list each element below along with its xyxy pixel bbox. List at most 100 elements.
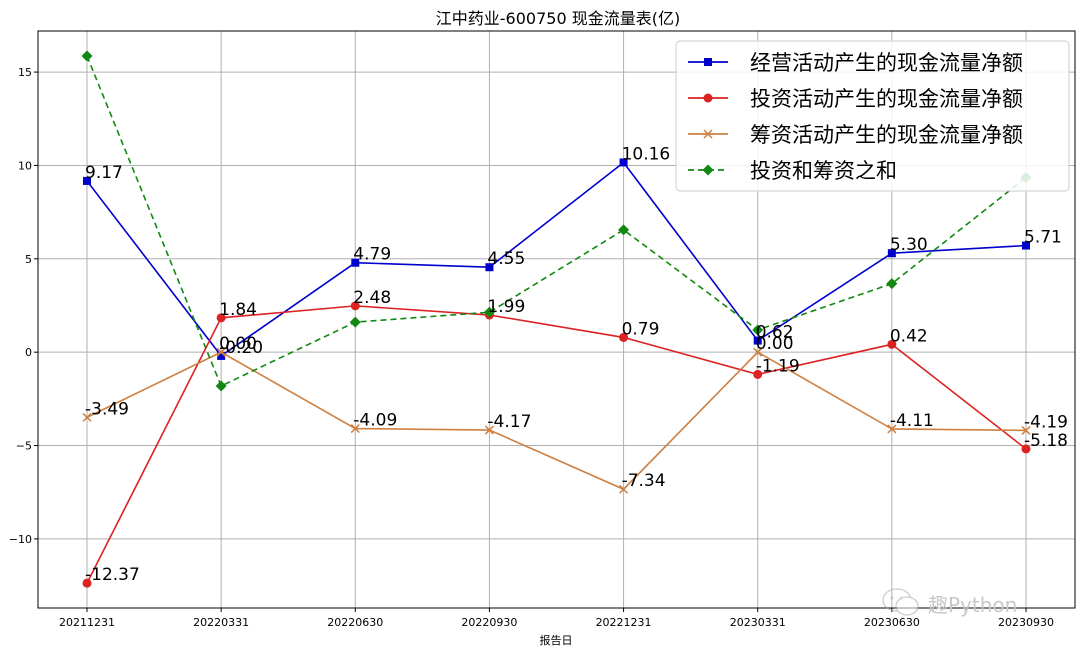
legend-item-1: 投资活动产生的现金流量净额 <box>688 87 1023 111</box>
series-0-point <box>83 176 91 185</box>
wechat-icon <box>882 588 919 616</box>
data-label: 0.00 <box>219 334 257 354</box>
data-label: -3.49 <box>85 399 129 419</box>
watermark: 趣Python <box>882 588 1017 617</box>
series-line-1 <box>86 305 1027 584</box>
series-1 <box>82 301 1031 588</box>
y-tick-label: −10 <box>9 533 32 546</box>
legend-item-2: 筹资活动产生的现金流量净额 <box>688 123 1023 147</box>
series-1-point <box>216 313 226 323</box>
series-2 <box>82 347 1031 494</box>
series-2-point <box>753 347 763 357</box>
series-3-point <box>215 380 227 392</box>
series-3-point <box>752 324 764 336</box>
series-3-point <box>618 224 630 236</box>
legend-marker <box>704 58 712 66</box>
legend-marker <box>703 129 713 139</box>
legend-box <box>675 40 1070 192</box>
data-label: 5.71 <box>1024 228 1062 248</box>
series-3-point <box>483 306 495 318</box>
series-2-point <box>484 425 494 435</box>
x-tick-label: 20211231 <box>59 616 115 629</box>
legend-marker <box>702 164 714 176</box>
data-label: -4.09 <box>353 411 397 431</box>
data-labels-layer: 9.17 -0.20 4.79 4.55 10.16 0.62 5.30 5.71 -12.37… <box>85 144 1068 585</box>
series-3-point <box>81 50 93 62</box>
x-tick-label: 20230331 <box>730 616 786 629</box>
legend-item-3: 投资和筹资之和 <box>688 159 897 183</box>
data-label: 5.30 <box>890 235 928 255</box>
series-line-2 <box>86 351 1027 491</box>
series-3-point <box>886 278 898 290</box>
data-label: 1.99 <box>487 297 525 317</box>
data-label: 4.55 <box>487 249 525 269</box>
series-2-point <box>619 484 629 494</box>
data-label: 4.79 <box>353 245 391 265</box>
data-label: 0.79 <box>622 319 660 339</box>
series-0-point <box>485 263 494 272</box>
data-label: 2.48 <box>353 288 391 308</box>
x-axis-ticks: 20211231 20220331 20220630 20220930 20221231… <box>59 608 1054 629</box>
series-2-point <box>82 412 92 422</box>
legend-label: 筹资活动产生的现金流量净额 <box>750 123 1023 147</box>
series-3-point <box>349 316 361 328</box>
x-tick-label: 20220331 <box>193 616 249 629</box>
data-label: -12.37 <box>85 565 140 585</box>
series-0-point <box>619 158 628 167</box>
series-0-point <box>351 258 360 267</box>
series-layer <box>81 50 1032 588</box>
data-label: 0.42 <box>890 326 928 346</box>
series-2-point <box>216 347 226 357</box>
x-tick-label: 20230930 <box>998 616 1054 629</box>
series-1-point <box>350 301 360 311</box>
legend-marker <box>703 93 713 103</box>
series-2-point <box>887 424 897 434</box>
chart-title: 江中药业-600750 现金流量表(亿) <box>436 9 680 28</box>
data-label: -4.17 <box>487 412 531 432</box>
data-label: 9.17 <box>85 163 123 183</box>
series-1-point <box>619 332 629 342</box>
x-tick-label: 20220930 <box>461 616 517 629</box>
series-1-point <box>1021 444 1031 454</box>
legend-label: 经营活动产生的现金流量净额 <box>750 51 1023 75</box>
series-0 <box>83 158 1030 360</box>
x-tick-label: 20221231 <box>596 616 652 629</box>
data-label: -5.18 <box>1024 431 1068 451</box>
data-label: -0.20 <box>219 338 263 358</box>
x-axis-label: 报告日 <box>540 633 573 647</box>
series-0-point <box>217 351 226 360</box>
series-0-point <box>753 336 762 345</box>
data-label: -4.11 <box>890 411 934 431</box>
watermark-text: 趣Python <box>928 593 1017 617</box>
data-label: 0.62 <box>756 323 794 343</box>
series-line-0 <box>86 161 1027 358</box>
data-label: 0.00 <box>756 334 794 354</box>
y-tick-label: −5 <box>16 440 32 453</box>
x-tick-label: 20220630 <box>327 616 383 629</box>
series-3 <box>81 50 1032 392</box>
y-tick-label: 10 <box>18 159 32 172</box>
x-tick-label: 20230630 <box>864 616 920 629</box>
plot-frame <box>37 30 1076 609</box>
legend-label: 投资和筹资之和 <box>750 159 897 183</box>
data-label: 1.84 <box>219 300 257 320</box>
series-2-point <box>350 424 360 434</box>
y-tick-label: 0 <box>25 346 32 359</box>
data-label: -7.34 <box>622 471 666 491</box>
data-label: -4.19 <box>1024 412 1068 432</box>
series-0-point <box>887 249 896 258</box>
data-label: 10.16 <box>622 144 671 164</box>
series-1-point <box>82 578 92 588</box>
series-line-3 <box>86 55 1027 388</box>
y-axis-ticks: −10 −5 0 5 10 15 <box>9 66 38 546</box>
legend-label: 投资活动产生的现金流量净额 <box>750 87 1023 111</box>
series-1-point <box>753 369 763 379</box>
legend: 经营活动产生的现金流量净额投资活动产生的现金流量净额筹资活动产生的现金流量净额投… <box>675 40 1070 192</box>
series-2-point <box>1021 425 1031 435</box>
data-label: -1.19 <box>756 356 800 376</box>
y-tick-label: 5 <box>25 253 32 266</box>
y-tick-label: 15 <box>18 66 32 79</box>
series-1-point <box>887 339 897 349</box>
series-0-point <box>1022 241 1030 250</box>
